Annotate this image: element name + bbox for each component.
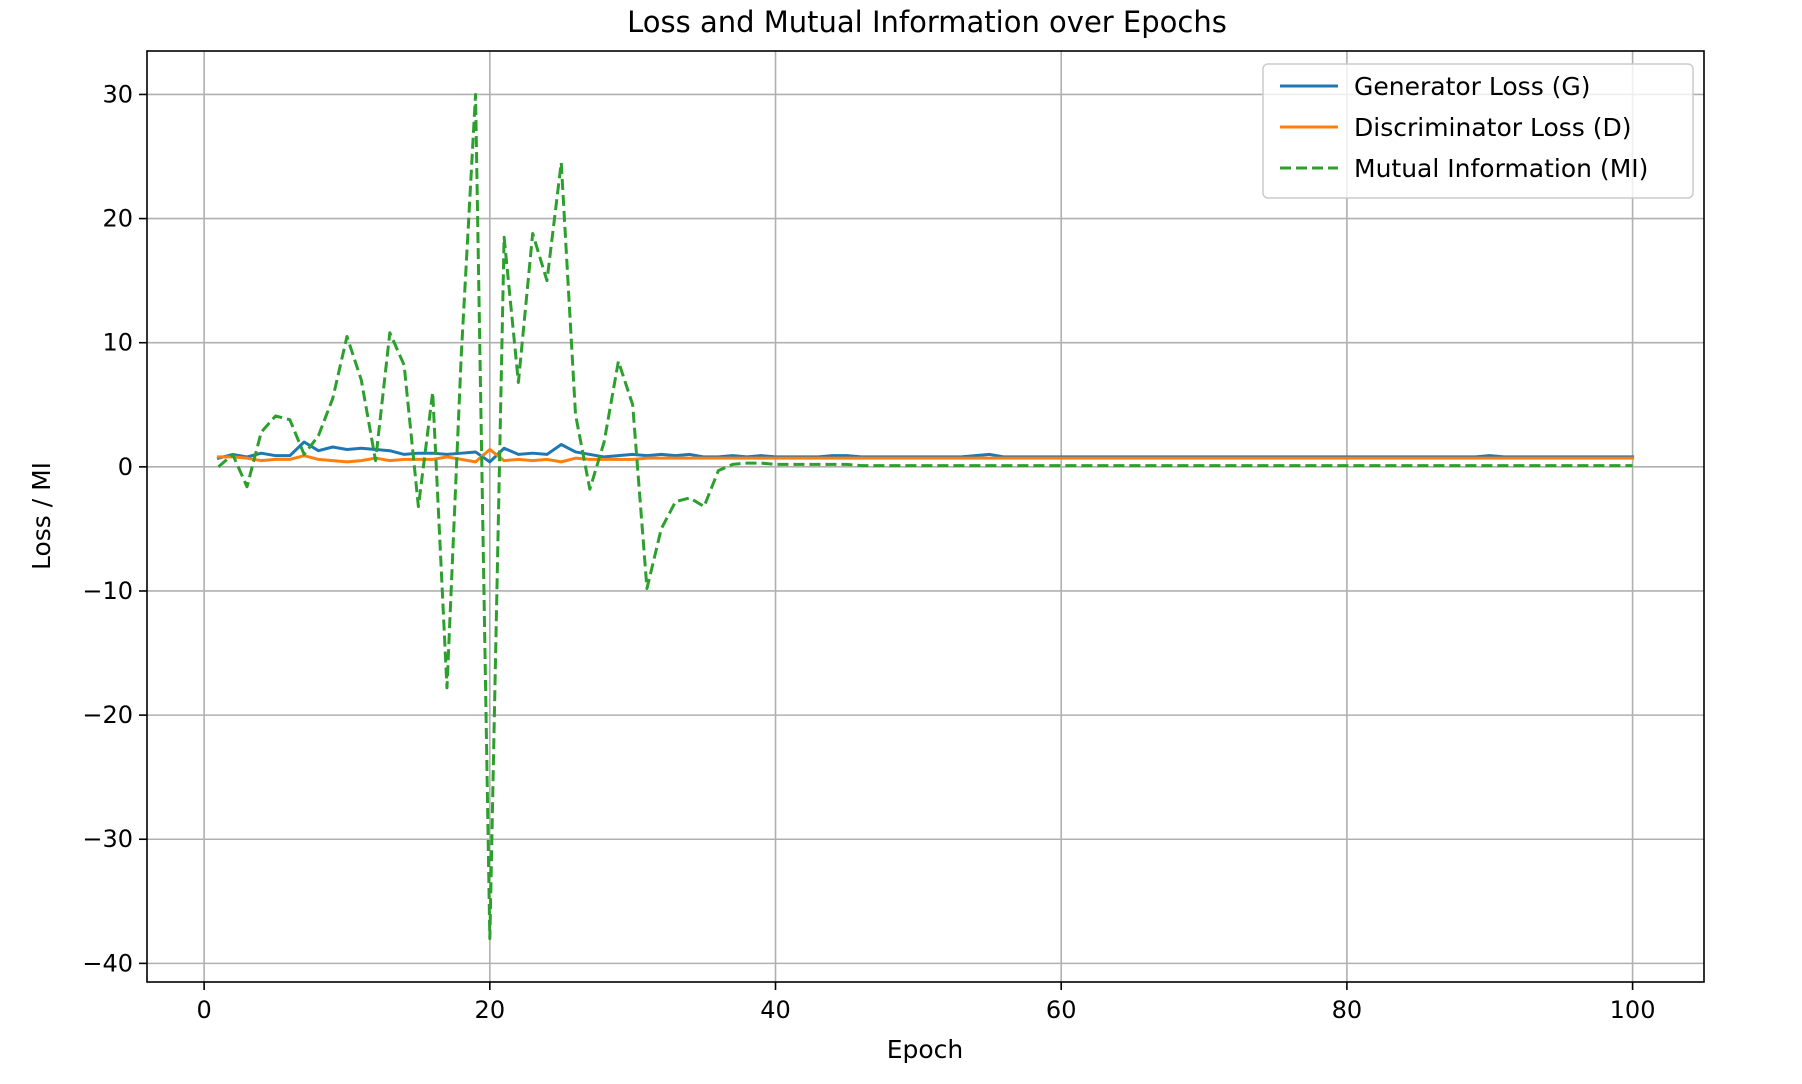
legend-items: Generator Loss (G) Discriminator Loss (D)… [1280,72,1648,183]
series-line-mutual-information-mi [217,92,1633,941]
y-tick-label: −30 [82,825,133,853]
y-tick-label: 10 [102,329,133,357]
y-tick-label: −40 [82,949,133,977]
legend-label: Generator Loss (G) [1354,72,1591,101]
y-tick-label: 0 [118,453,133,481]
plot-frame [146,50,1705,983]
axis-ticks: 0 20 40 60 80 100 −40 −30 −20 −10 0 10 20 30 [82,80,1655,1024]
y-tick-label: −20 [82,701,133,729]
x-tick-label: 80 [1332,996,1363,1024]
series-lines [216,92,1635,941]
legend-box [1262,63,1694,199]
x-axis-title: Epoch [887,1035,964,1064]
y-tick-label: 20 [102,205,133,233]
y-tick-label: 30 [102,80,133,108]
x-tick-label: 40 [760,996,791,1024]
x-tick-label: 0 [196,996,211,1024]
series-line-discriminator-loss-d [216,447,1635,464]
legend-label: Discriminator Loss (D) [1354,113,1632,142]
chart-title: Loss and Mutual Information over Epochs [627,5,1227,39]
legend: Generator Loss (G) Discriminator Loss (D)… [1262,63,1694,199]
x-tick-label: 20 [475,996,506,1024]
x-tick-label: 60 [1046,996,1077,1024]
y-tick-label: −10 [82,577,133,605]
legend-label: Mutual Information (MI) [1354,154,1648,183]
y-axis-title: Loss / MI [27,462,56,570]
x-tick-label: 100 [1610,996,1656,1024]
